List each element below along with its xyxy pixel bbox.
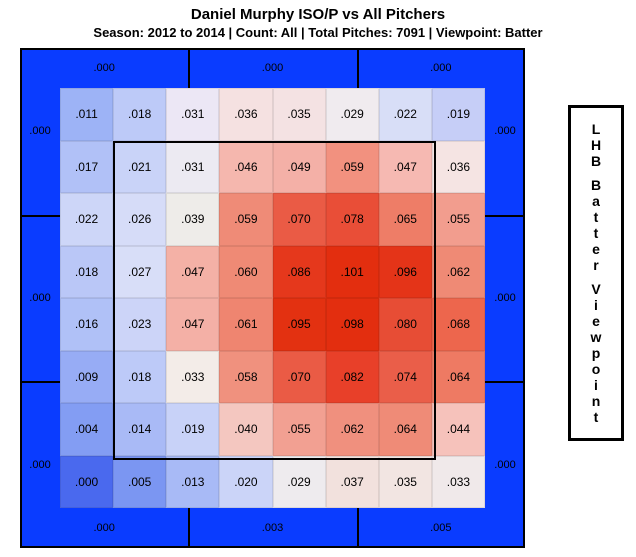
heatmap-cell: .005 xyxy=(113,456,166,509)
outer-label: .000 xyxy=(20,52,188,84)
heatmap-cell: .027 xyxy=(113,246,166,299)
heatmap-cell: .031 xyxy=(166,88,219,141)
heatmap-cell: .044 xyxy=(432,403,485,456)
outer-label: .000 xyxy=(188,52,356,84)
heatmap-cell: .062 xyxy=(326,403,379,456)
outer-label: .000 xyxy=(487,124,523,138)
heatmap-cell: .039 xyxy=(166,193,219,246)
heatmap-cell: .049 xyxy=(273,141,326,194)
outer-label: .000 xyxy=(487,291,523,305)
heatmap-cell: .011 xyxy=(60,88,113,141)
heatmap-cell: .004 xyxy=(60,403,113,456)
heatmap-cell: .046 xyxy=(219,141,272,194)
outer-label: .000 xyxy=(487,458,523,472)
heatmap-cell: .029 xyxy=(273,456,326,509)
divider xyxy=(485,381,525,383)
heatmap-cell: .070 xyxy=(273,193,326,246)
heatmap-cell: .026 xyxy=(113,193,166,246)
heatmap-cell: .029 xyxy=(326,88,379,141)
heatmap-cell: .021 xyxy=(113,141,166,194)
outer-label: .003 xyxy=(188,512,356,544)
viewpoint-label: LHB Batter Viewpoint xyxy=(568,105,624,441)
heatmap-cell: .047 xyxy=(379,141,432,194)
heatmap-cell: .013 xyxy=(166,456,219,509)
heatmap-cell: .095 xyxy=(273,298,326,351)
heatmap-cell: .018 xyxy=(60,246,113,299)
heatmap-cell: .022 xyxy=(60,193,113,246)
divider xyxy=(357,48,359,88)
heatmap-cell: .020 xyxy=(219,456,272,509)
heatmap-cell: .037 xyxy=(326,456,379,509)
heatmap-cell: .047 xyxy=(166,298,219,351)
heatmap-cell: .018 xyxy=(113,88,166,141)
outer-label: .000 xyxy=(22,291,58,305)
heatmap-cell: .018 xyxy=(113,351,166,404)
divider xyxy=(20,215,60,217)
heatmap-cell: .055 xyxy=(432,193,485,246)
divider xyxy=(357,508,359,548)
divider xyxy=(188,508,190,548)
heatmap-cell: .055 xyxy=(273,403,326,456)
heatmap-cell: .101 xyxy=(326,246,379,299)
heatmap-cell: .060 xyxy=(219,246,272,299)
heatmap-cell: .096 xyxy=(379,246,432,299)
heatmap-cell: .036 xyxy=(219,88,272,141)
heatmap-cell: .059 xyxy=(219,193,272,246)
outer-label: .000 xyxy=(22,458,58,472)
heatmap-cell: .014 xyxy=(113,403,166,456)
heatmap-cell: .082 xyxy=(326,351,379,404)
heatmap-cell: .022 xyxy=(379,88,432,141)
heatmap-cell: .035 xyxy=(379,456,432,509)
heatmap-cell: .086 xyxy=(273,246,326,299)
heatmap-cell: .033 xyxy=(166,351,219,404)
heatmap-cell: .017 xyxy=(60,141,113,194)
heatmap-cell: .009 xyxy=(60,351,113,404)
heatmap-cell: .058 xyxy=(219,351,272,404)
heatmap-cell: .080 xyxy=(379,298,432,351)
heatmap-cell: .000 xyxy=(60,456,113,509)
heatmap-cell: .040 xyxy=(219,403,272,456)
heatmap-cell: .074 xyxy=(379,351,432,404)
heatmap-cell: .016 xyxy=(60,298,113,351)
heatmap-cell: .035 xyxy=(273,88,326,141)
divider xyxy=(188,48,190,88)
chart-title: Daniel Murphy ISO/P vs All Pitchers xyxy=(0,6,636,23)
divider xyxy=(485,215,525,217)
heatmap-cell: .062 xyxy=(432,246,485,299)
heatmap-cell: .047 xyxy=(166,246,219,299)
heatmap-cell: .070 xyxy=(273,351,326,404)
heatmap-cell: .078 xyxy=(326,193,379,246)
heatmap-cell: .064 xyxy=(379,403,432,456)
chart-container: .011.018.031.036.035.029.022.019.017.021… xyxy=(20,48,525,548)
heatmap-cell: .059 xyxy=(326,141,379,194)
heatmap-cell: .061 xyxy=(219,298,272,351)
heatmap-cell: .031 xyxy=(166,141,219,194)
heatmap-cell: .064 xyxy=(432,351,485,404)
chart-subtitle: Season: 2012 to 2014 | Count: All | Tota… xyxy=(0,25,636,40)
heatmap-cell: .098 xyxy=(326,298,379,351)
heatmap-cell: .019 xyxy=(166,403,219,456)
outer-label: .000 xyxy=(22,124,58,138)
divider xyxy=(20,381,60,383)
heatmap-cell: .068 xyxy=(432,298,485,351)
heatmap-cell: .023 xyxy=(113,298,166,351)
heatmap-cell: .065 xyxy=(379,193,432,246)
heatmap-cell: .033 xyxy=(432,456,485,509)
heatmap-cell: .019 xyxy=(432,88,485,141)
outer-label: .000 xyxy=(357,52,525,84)
outer-label: .005 xyxy=(357,512,525,544)
heatmap-cell: .036 xyxy=(432,141,485,194)
outer-label: .000 xyxy=(20,512,188,544)
